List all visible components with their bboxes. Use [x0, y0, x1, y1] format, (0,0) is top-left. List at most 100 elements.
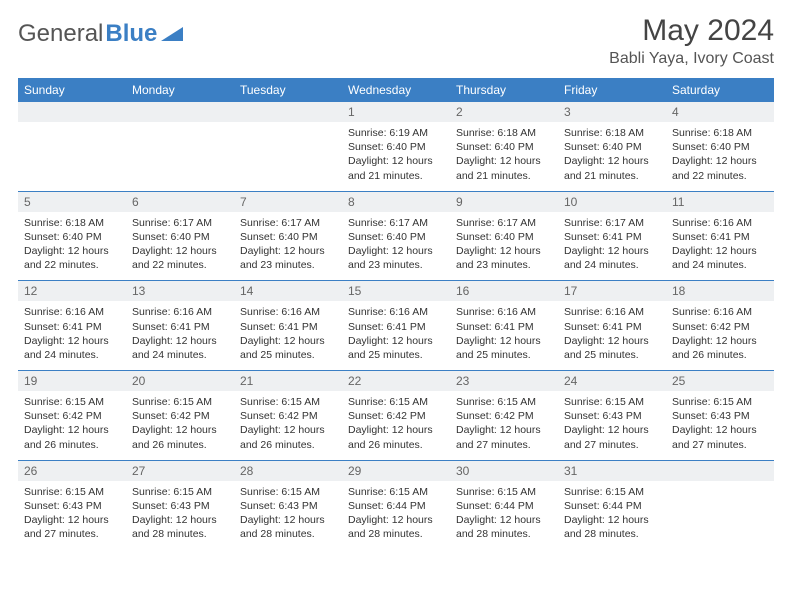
detail-row: Sunrise: 6:16 AMSunset: 6:41 PMDaylight:…	[18, 301, 774, 370]
day-detail-cell: Sunrise: 6:16 AMSunset: 6:42 PMDaylight:…	[666, 301, 774, 370]
day-detail-cell: Sunrise: 6:17 AMSunset: 6:41 PMDaylight:…	[558, 212, 666, 281]
detail-line: Sunrise: 6:15 AM	[456, 395, 552, 409]
day-detail-cell: Sunrise: 6:17 AMSunset: 6:40 PMDaylight:…	[234, 212, 342, 281]
detail-line: Sunset: 6:44 PM	[564, 499, 660, 513]
month-title: May 2024	[609, 14, 774, 48]
detail-line: Sunset: 6:40 PM	[456, 230, 552, 244]
logo-word1: General	[18, 20, 103, 48]
location: Babli Yaya, Ivory Coast	[609, 50, 774, 68]
day-number-cell: 5	[18, 192, 126, 212]
detail-line: Daylight: 12 hours	[672, 423, 768, 437]
detail-line: Sunrise: 6:16 AM	[132, 305, 228, 319]
detail-line: Sunset: 6:40 PM	[564, 140, 660, 154]
detail-line: and 28 minutes.	[456, 527, 552, 541]
day-detail-cell: Sunrise: 6:16 AMSunset: 6:41 PMDaylight:…	[666, 212, 774, 281]
day-number-cell: 8	[342, 192, 450, 212]
detail-line: and 24 minutes.	[132, 348, 228, 362]
detail-line: Daylight: 12 hours	[348, 244, 444, 258]
day-number-cell: 31	[558, 461, 666, 481]
day-number-cell: 16	[450, 281, 558, 301]
detail-line: and 25 minutes.	[348, 348, 444, 362]
detail-line: Daylight: 12 hours	[456, 334, 552, 348]
detail-line: Sunset: 6:42 PM	[24, 409, 120, 423]
detail-line: Daylight: 12 hours	[240, 244, 336, 258]
detail-line: Sunset: 6:42 PM	[240, 409, 336, 423]
day-number-cell: 10	[558, 192, 666, 212]
detail-line: Sunrise: 6:15 AM	[456, 485, 552, 499]
day-detail-cell: Sunrise: 6:16 AMSunset: 6:41 PMDaylight:…	[558, 301, 666, 370]
detail-line: Sunrise: 6:19 AM	[348, 126, 444, 140]
detail-line: Daylight: 12 hours	[24, 334, 120, 348]
day-detail-cell: Sunrise: 6:18 AMSunset: 6:40 PMDaylight:…	[666, 122, 774, 191]
day-number-cell: 17	[558, 281, 666, 301]
detail-line: and 22 minutes.	[132, 258, 228, 272]
daynum-row: 1234	[18, 102, 774, 122]
detail-line: Sunrise: 6:16 AM	[672, 305, 768, 319]
detail-line: and 27 minutes.	[564, 438, 660, 452]
day-number-cell: 20	[126, 371, 234, 391]
detail-line: and 24 minutes.	[564, 258, 660, 272]
logo-triangle-icon	[161, 20, 183, 48]
daynum-row: 567891011	[18, 192, 774, 212]
detail-line: Sunrise: 6:15 AM	[240, 485, 336, 499]
dow-thursday: Thursday	[450, 78, 558, 102]
detail-line: Daylight: 12 hours	[24, 513, 120, 527]
day-detail-cell: Sunrise: 6:15 AMSunset: 6:43 PMDaylight:…	[126, 481, 234, 550]
day-detail-cell: Sunrise: 6:17 AMSunset: 6:40 PMDaylight:…	[342, 212, 450, 281]
detail-row: Sunrise: 6:19 AMSunset: 6:40 PMDaylight:…	[18, 122, 774, 191]
detail-line: Daylight: 12 hours	[240, 423, 336, 437]
day-detail-cell	[666, 481, 774, 550]
detail-line: Sunrise: 6:15 AM	[132, 395, 228, 409]
day-number-cell: 6	[126, 192, 234, 212]
day-detail-cell: Sunrise: 6:15 AMSunset: 6:44 PMDaylight:…	[450, 481, 558, 550]
detail-line: and 27 minutes.	[24, 527, 120, 541]
day-number-cell: 27	[126, 461, 234, 481]
detail-line: Sunrise: 6:15 AM	[564, 395, 660, 409]
detail-line: and 28 minutes.	[132, 527, 228, 541]
day-detail-cell: Sunrise: 6:15 AMSunset: 6:42 PMDaylight:…	[450, 391, 558, 460]
detail-line: and 25 minutes.	[456, 348, 552, 362]
detail-line: Sunset: 6:41 PM	[24, 320, 120, 334]
detail-row: Sunrise: 6:15 AMSunset: 6:42 PMDaylight:…	[18, 391, 774, 460]
detail-line: Daylight: 12 hours	[132, 513, 228, 527]
title-block: May 2024 Babli Yaya, Ivory Coast	[609, 14, 774, 68]
day-detail-cell: Sunrise: 6:18 AMSunset: 6:40 PMDaylight:…	[450, 122, 558, 191]
day-number-cell: 3	[558, 102, 666, 122]
day-detail-cell: Sunrise: 6:15 AMSunset: 6:42 PMDaylight:…	[234, 391, 342, 460]
detail-line: Daylight: 12 hours	[240, 513, 336, 527]
day-number-cell: 4	[666, 102, 774, 122]
detail-line: Sunset: 6:43 PM	[240, 499, 336, 513]
detail-line: and 26 minutes.	[348, 438, 444, 452]
detail-line: Sunrise: 6:17 AM	[564, 216, 660, 230]
detail-line: Sunset: 6:41 PM	[348, 320, 444, 334]
detail-row: Sunrise: 6:18 AMSunset: 6:40 PMDaylight:…	[18, 212, 774, 281]
dow-row: Sunday Monday Tuesday Wednesday Thursday…	[18, 78, 774, 102]
day-number-cell: 1	[342, 102, 450, 122]
detail-line: Sunrise: 6:16 AM	[24, 305, 120, 319]
daynum-row: 12131415161718	[18, 281, 774, 301]
dow-friday: Friday	[558, 78, 666, 102]
day-detail-cell: Sunrise: 6:19 AMSunset: 6:40 PMDaylight:…	[342, 122, 450, 191]
detail-line: Sunrise: 6:16 AM	[456, 305, 552, 319]
detail-line: Sunrise: 6:18 AM	[672, 126, 768, 140]
day-number-cell: 18	[666, 281, 774, 301]
detail-line: and 23 minutes.	[348, 258, 444, 272]
dow-sunday: Sunday	[18, 78, 126, 102]
day-detail-cell: Sunrise: 6:16 AMSunset: 6:41 PMDaylight:…	[450, 301, 558, 370]
day-number-cell: 25	[666, 371, 774, 391]
day-detail-cell: Sunrise: 6:15 AMSunset: 6:42 PMDaylight:…	[126, 391, 234, 460]
daynum-row: 262728293031	[18, 461, 774, 481]
detail-line: Sunset: 6:41 PM	[564, 320, 660, 334]
detail-line: Daylight: 12 hours	[348, 334, 444, 348]
day-number-cell: 19	[18, 371, 126, 391]
detail-line: Sunset: 6:44 PM	[348, 499, 444, 513]
detail-line: Sunrise: 6:15 AM	[24, 395, 120, 409]
detail-line: and 22 minutes.	[672, 169, 768, 183]
day-number-cell: 29	[342, 461, 450, 481]
logo: GeneralBlue	[18, 20, 183, 48]
detail-line: Sunrise: 6:18 AM	[456, 126, 552, 140]
detail-line: and 28 minutes.	[348, 527, 444, 541]
day-detail-cell: Sunrise: 6:15 AMSunset: 6:42 PMDaylight:…	[342, 391, 450, 460]
detail-line: Daylight: 12 hours	[240, 334, 336, 348]
logo-word2: Blue	[105, 20, 157, 48]
